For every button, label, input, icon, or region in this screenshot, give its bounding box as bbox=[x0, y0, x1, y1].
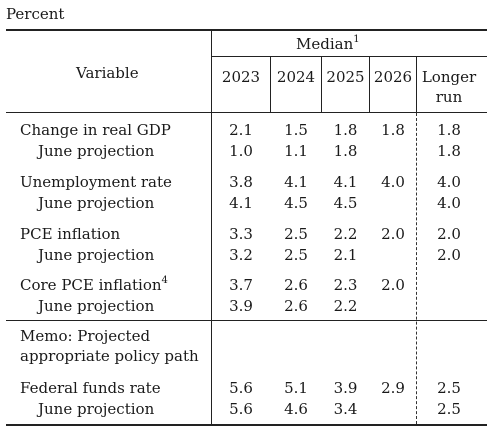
median-header: Median1 bbox=[296, 34, 360, 54]
cell-pce-longer-run: 2.0 bbox=[437, 225, 461, 243]
header-bottom-rule bbox=[6, 112, 487, 113]
cell-pce-2026: 2.0 bbox=[381, 225, 405, 243]
core-pce-label-text: Core PCE inflation bbox=[20, 276, 162, 294]
cell-core-june-2023: 3.9 bbox=[229, 297, 253, 315]
cell-core-2025: 2.3 bbox=[333, 276, 358, 294]
longer-run-header-line1: Longer bbox=[421, 68, 477, 86]
cell-unemp-2026: 4.0 bbox=[381, 173, 405, 191]
cell-ffr-june-2023: 5.6 bbox=[229, 400, 253, 418]
bottom-rule bbox=[6, 424, 487, 426]
cell-gdp-june-2025: 1.8 bbox=[333, 142, 358, 160]
median-header-label: Median bbox=[296, 35, 354, 53]
row-label-core-pce: Core PCE inflation4 bbox=[20, 275, 168, 295]
cell-unemp-2024: 4.1 bbox=[284, 173, 308, 191]
row-label-pce-inflation: PCE inflation bbox=[20, 225, 121, 243]
cell-unemp-june-2023: 4.1 bbox=[229, 194, 253, 212]
cell-unemp-june-2025: 4.5 bbox=[333, 194, 358, 212]
year-header-rule bbox=[211, 56, 487, 57]
cell-gdp-2024: 1.5 bbox=[284, 121, 308, 139]
header-divider-2026 bbox=[369, 56, 370, 113]
cell-unemp-2025: 4.1 bbox=[333, 173, 358, 191]
cell-ffr-2026: 2.9 bbox=[381, 379, 405, 397]
header-divider-2024 bbox=[270, 56, 271, 113]
unit-label: Percent bbox=[6, 5, 65, 23]
cell-core-june-2024: 2.6 bbox=[284, 297, 308, 315]
cell-unemp-june-2024: 4.5 bbox=[284, 194, 308, 212]
cell-pce-2025: 2.2 bbox=[333, 225, 358, 243]
cell-unemp-longer-run: 4.0 bbox=[437, 173, 461, 191]
cell-gdp-june-2024: 1.1 bbox=[284, 142, 308, 160]
row-label-unemp-june: June projection bbox=[38, 194, 155, 212]
row-label-core-june: June projection bbox=[38, 297, 155, 315]
cell-pce-2024: 2.5 bbox=[284, 225, 308, 243]
cell-gdp-june-longer-run: 1.8 bbox=[437, 142, 461, 160]
year-2024-header: 2024 bbox=[276, 68, 316, 86]
cell-pce-june-longer-run: 2.0 bbox=[437, 246, 461, 264]
cell-gdp-longer-run: 1.8 bbox=[437, 121, 461, 139]
cell-gdp-2026: 1.8 bbox=[381, 121, 405, 139]
cell-gdp-2025: 1.8 bbox=[333, 121, 358, 139]
cell-pce-june-2023: 3.2 bbox=[229, 246, 253, 264]
cell-gdp-2023: 2.1 bbox=[229, 121, 253, 139]
row-label-unemployment: Unemployment rate bbox=[20, 173, 172, 191]
core-pce-footnote-mark: 4 bbox=[161, 275, 168, 286]
cell-ffr-june-longer-run: 2.5 bbox=[437, 400, 461, 418]
year-2023-header: 2023 bbox=[221, 68, 261, 86]
variable-header: Variable bbox=[76, 64, 139, 82]
top-rule bbox=[6, 29, 487, 31]
cell-ffr-june-2025: 3.4 bbox=[333, 400, 358, 418]
variable-column-divider bbox=[211, 29, 212, 425]
cell-gdp-june-2023: 1.0 bbox=[229, 142, 253, 160]
row-label-pce-june: June projection bbox=[38, 246, 155, 264]
cell-core-june-2025: 2.2 bbox=[333, 297, 358, 315]
cell-ffr-june-2024: 4.6 bbox=[284, 400, 308, 418]
header-divider-2025 bbox=[321, 56, 322, 113]
row-label-real-gdp: Change in real GDP bbox=[20, 121, 171, 139]
cell-core-2024: 2.6 bbox=[284, 276, 308, 294]
cell-pce-june-2025: 2.1 bbox=[333, 246, 358, 264]
cell-ffr-2024: 5.1 bbox=[284, 379, 308, 397]
cell-ffr-longer-run: 2.5 bbox=[437, 379, 461, 397]
cell-ffr-2023: 5.6 bbox=[229, 379, 253, 397]
row-label-federal-funds-rate: Federal funds rate bbox=[20, 379, 161, 397]
memo-label-line2: appropriate policy path bbox=[20, 347, 199, 365]
year-2025-header: 2025 bbox=[326, 68, 365, 86]
longer-run-dashed-divider bbox=[416, 113, 417, 424]
cell-ffr-2025: 3.9 bbox=[333, 379, 358, 397]
cell-core-2026: 2.0 bbox=[381, 276, 405, 294]
header-divider-longer-run bbox=[416, 56, 417, 113]
row-label-gdp-june: June projection bbox=[38, 142, 155, 160]
cell-pce-2023: 3.3 bbox=[229, 225, 253, 243]
longer-run-header-line2: run bbox=[435, 88, 463, 106]
memo-top-rule bbox=[6, 320, 487, 321]
cell-unemp-2023: 3.8 bbox=[229, 173, 253, 191]
median-footnote-mark: 1 bbox=[353, 34, 360, 45]
memo-label-line1: Memo: Projected bbox=[20, 327, 151, 345]
cell-core-2023: 3.7 bbox=[229, 276, 253, 294]
year-2026-header: 2026 bbox=[373, 68, 413, 86]
cell-pce-june-2024: 2.5 bbox=[284, 246, 308, 264]
cell-unemp-june-longer-run: 4.0 bbox=[437, 194, 461, 212]
row-label-ffr-june: June projection bbox=[38, 400, 155, 418]
